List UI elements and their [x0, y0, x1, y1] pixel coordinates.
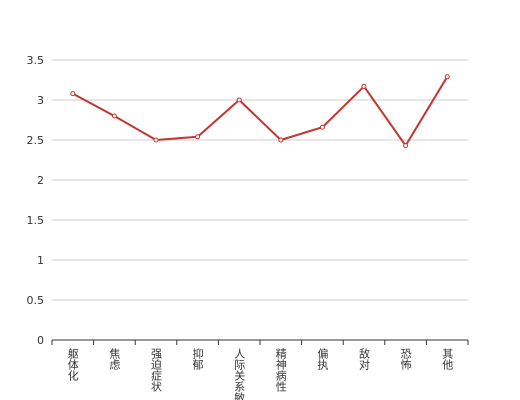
x-tick-label: 焦虑 — [108, 348, 121, 370]
x-tick-label: 偏执 — [316, 347, 329, 371]
y-tick-label: 1.5 — [27, 214, 45, 227]
x-tick-label: 其他 — [441, 348, 454, 370]
point — [195, 134, 201, 140]
point — [403, 143, 409, 149]
x-tick-label: 抑郁 — [191, 347, 204, 370]
x-tick-label: 躯体化 — [66, 348, 79, 382]
y-tick-label: 3 — [37, 94, 44, 107]
point — [278, 137, 284, 143]
y-tick-label: 0 — [37, 334, 44, 347]
point — [361, 83, 367, 89]
point — [319, 124, 325, 130]
y-tick-label: 1 — [37, 254, 44, 267]
point — [236, 97, 242, 103]
x-tick-label: 人际关系敏感 — [233, 348, 246, 400]
x-tick-label: 强迫症状 — [150, 348, 163, 392]
line — [72, 76, 449, 148]
point — [70, 91, 76, 97]
x-tick-label: 精神病性 — [274, 348, 287, 393]
y-tick-label: 3.5 — [27, 54, 45, 67]
x-tick-label: 敌对 — [358, 347, 371, 370]
y-tick-label: 0.5 — [27, 294, 45, 307]
point — [153, 137, 159, 143]
x-tick-label: 恐怖 — [399, 348, 412, 370]
point — [111, 113, 117, 119]
y-tick-label: 2.5 — [27, 134, 45, 147]
y-tick-label: 2 — [37, 174, 44, 187]
point — [444, 74, 450, 80]
